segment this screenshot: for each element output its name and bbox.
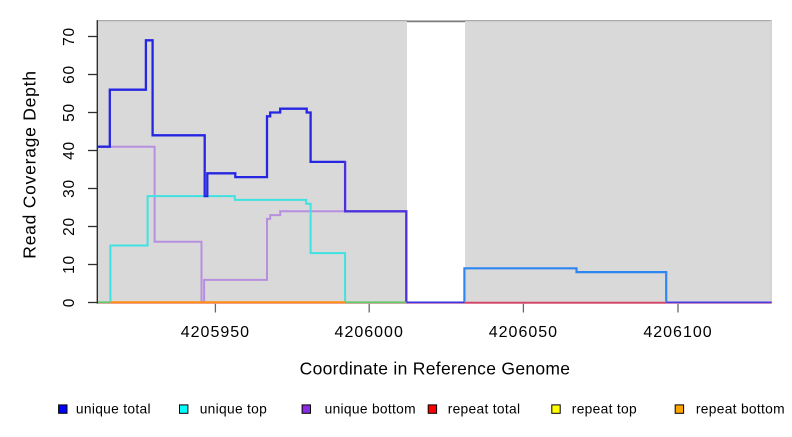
svg-text:60: 60 [61,65,78,84]
svg-text:unique bottom: unique bottom [325,402,416,417]
svg-text:4206050: 4206050 [489,324,558,341]
svg-text:repeat top: repeat top [572,402,637,417]
svg-text:10: 10 [61,255,78,274]
svg-text:4206000: 4206000 [335,324,404,341]
svg-text:70: 70 [61,27,78,46]
svg-text:40: 40 [61,141,78,160]
svg-text:Read Coverage Depth: Read Coverage Depth [20,70,40,258]
svg-text:30: 30 [61,179,78,198]
svg-text:Coordinate in Reference Genome: Coordinate in Reference Genome [300,359,571,379]
svg-text:unique total: unique total [76,402,151,417]
svg-text:50: 50 [61,103,78,122]
svg-text:4206100: 4206100 [643,324,712,341]
svg-text:repeat total: repeat total [448,402,521,417]
svg-text:repeat bottom: repeat bottom [696,402,785,417]
svg-text:0: 0 [61,298,78,307]
svg-text:unique top: unique top [200,402,267,417]
svg-text:20: 20 [61,217,78,236]
svg-text:4205950: 4205950 [181,324,250,341]
